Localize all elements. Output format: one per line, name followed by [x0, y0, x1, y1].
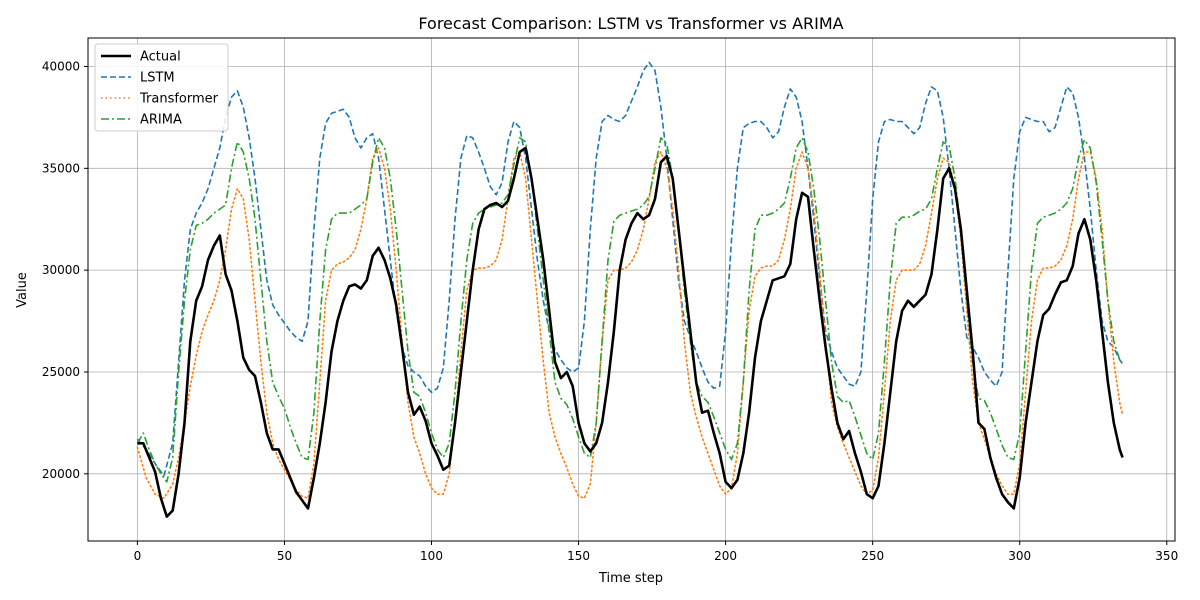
legend-label-transformer: Transformer: [139, 92, 219, 107]
y-axis-label: Value: [15, 272, 30, 308]
x-tick-label: 250: [861, 549, 884, 563]
x-tick-label: 0: [134, 549, 142, 563]
y-tick-label: 25000: [42, 365, 80, 379]
y-tick-label: 35000: [42, 161, 80, 175]
plot-frame: [87, 37, 1176, 542]
legend-label-actual: Actual: [140, 50, 181, 65]
y-tick-label: 40000: [42, 60, 80, 74]
series-line-actual: [137, 146, 1124, 518]
legend-label-lstm: LSTM: [140, 71, 175, 86]
series-line-transformer: [136, 147, 1124, 499]
x-axis-label: Time step: [598, 571, 663, 586]
series-lines: [136, 61, 1124, 518]
y-tick-label: 20000: [42, 467, 80, 481]
grid-lines: [88, 38, 1175, 541]
axis-ticks: 0 50 100 150 200 250 300 350 20000 25000 30000 3500…: [42, 60, 1178, 563]
x-tick-label: 300: [1008, 549, 1031, 563]
x-tick-label: 200: [714, 549, 737, 563]
x-tick-label: 50: [277, 549, 292, 563]
legend-label-arima: ARIMA: [140, 113, 182, 128]
chart-title: Forecast Comparison: LSTM vs Transformer…: [418, 14, 843, 33]
x-tick-label: 350: [1155, 549, 1178, 563]
series-line-lstm: [136, 61, 1124, 477]
x-tick-label: 100: [420, 549, 443, 563]
x-tick-label: 150: [567, 549, 590, 563]
legend-box: [94, 43, 229, 132]
legend: Actual LSTM Transformer ARIMA: [94, 43, 229, 132]
y-tick-label: 30000: [42, 263, 80, 277]
